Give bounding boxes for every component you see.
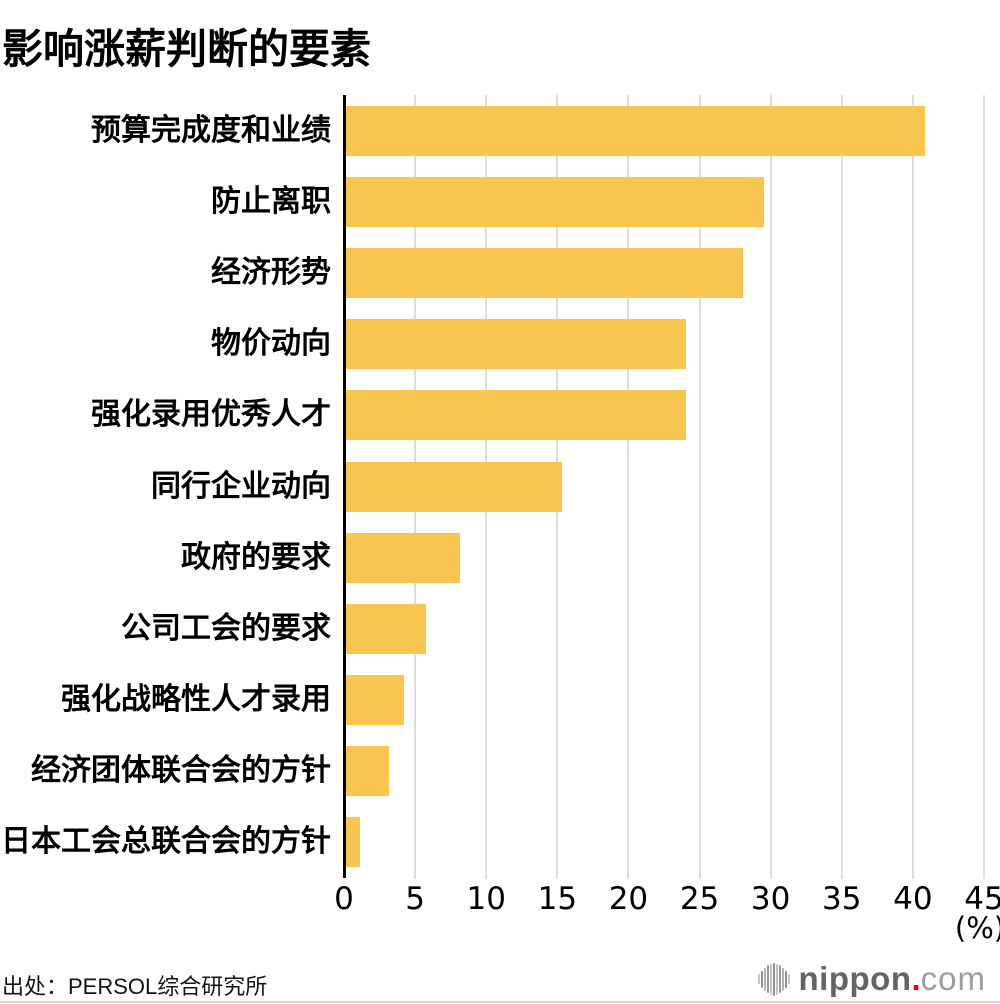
page-title: 影响涨薪判断的要素 [2, 26, 371, 73]
gridline [627, 95, 630, 879]
gridline [983, 95, 985, 879]
nippon-logo-text: nippon.com [799, 958, 986, 1000]
bar [346, 604, 426, 654]
source-note: 出处：PERSOL综合研究所 [2, 974, 268, 999]
bar [346, 177, 764, 227]
bar [346, 533, 460, 583]
x-axis-unit-label: (%) [954, 911, 1000, 945]
x-tick-label: 5 [405, 881, 425, 917]
x-tick-label: 35 [822, 881, 862, 917]
category-label: 经济形势 [211, 256, 331, 289]
category-label: 强化录用优秀人才 [91, 398, 331, 431]
bar [346, 248, 743, 298]
y-axis-line [343, 95, 346, 878]
gridline [840, 95, 843, 879]
bar [346, 390, 686, 440]
x-tick-label: 40 [893, 881, 933, 917]
bar [346, 675, 404, 725]
logo-text-main: nippon [798, 960, 912, 997]
nippon-logo: nippon.com [757, 958, 986, 1000]
nippon-soundwave-icon [757, 962, 791, 996]
category-label: 经济团体联合会的方针 [31, 754, 331, 787]
x-tick-label: 45 [964, 881, 1000, 917]
x-tick-label: 30 [750, 881, 791, 917]
category-label: 公司工会的要求 [121, 612, 331, 645]
x-tick-label: 20 [608, 881, 649, 917]
category-label: 防止离职 [211, 185, 331, 218]
x-tick-label: 15 [537, 881, 578, 917]
bar [346, 817, 360, 867]
bar [346, 319, 686, 369]
x-tick-label: 25 [679, 881, 720, 917]
logo-text-dot: . [911, 960, 921, 997]
category-label: 同行企业动向 [151, 470, 331, 503]
gridline [911, 95, 914, 879]
bar [346, 106, 925, 156]
bottom-divider [0, 1001, 1000, 1003]
x-tick-label: 0 [334, 881, 354, 917]
category-label: 强化战略性人才录用 [61, 683, 331, 716]
category-label: 物价动向 [211, 327, 331, 360]
x-tick-label: 10 [466, 881, 506, 917]
logo-text-tld: com [920, 960, 986, 997]
bar [346, 462, 562, 512]
category-label: 预算完成度和业绩 [91, 114, 331, 147]
category-label: 政府的要求 [181, 541, 331, 574]
bar [346, 746, 389, 796]
gridline [698, 95, 701, 879]
category-label: 日本工会总联合会的方针 [1, 825, 331, 858]
gridline [769, 95, 772, 879]
